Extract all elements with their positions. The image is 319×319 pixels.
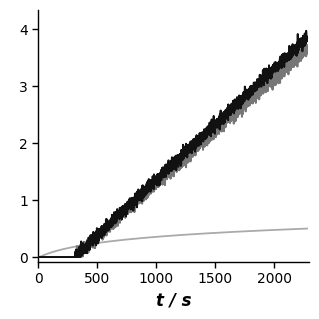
X-axis label: t / s: t / s	[156, 292, 192, 309]
